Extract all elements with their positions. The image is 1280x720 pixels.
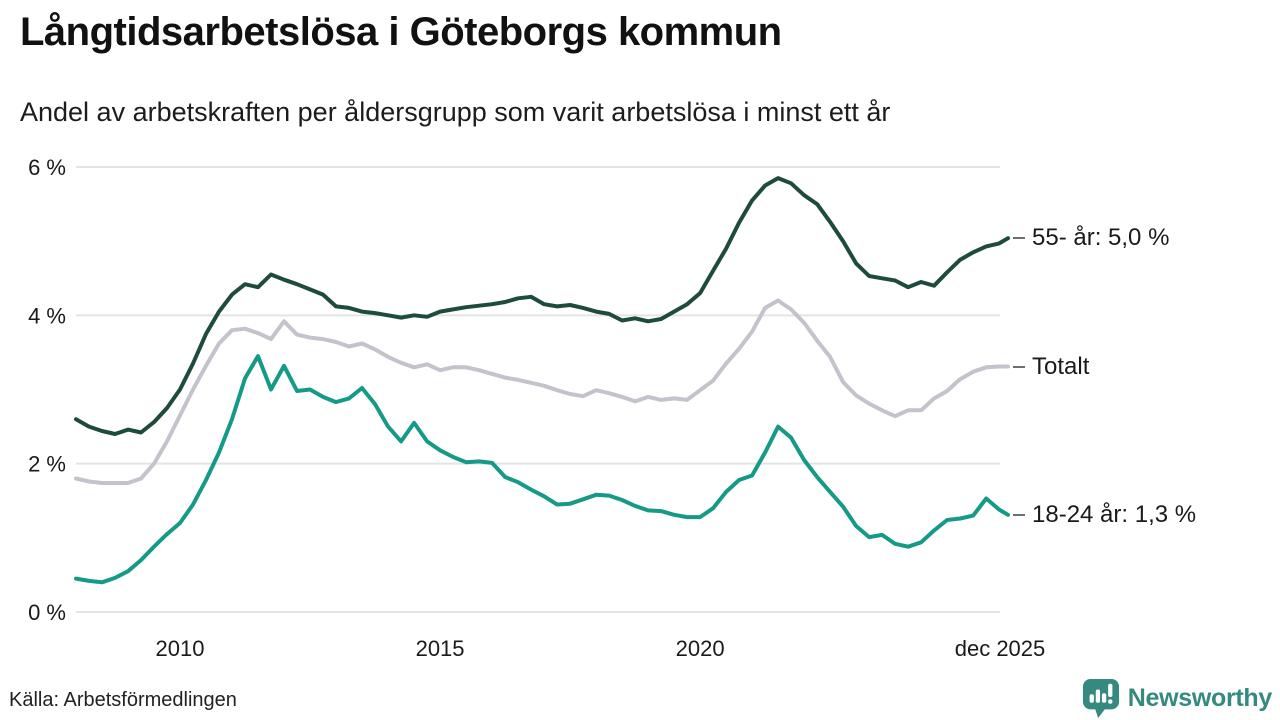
newsworthy-bubble-chart-icon — [1082, 679, 1119, 718]
edge-label-text: Totalt — [1032, 353, 1090, 380]
x-axis-tick-label: 2020 — [676, 636, 725, 661]
chart-line-18-24-r — [74, 354, 1010, 585]
x-axis-tick-label: 2015 — [416, 636, 465, 661]
y-axis-tick-label: 6 % — [28, 155, 66, 180]
edge-label-18-24-r: 18-24 år: 1,3 % — [1013, 500, 1196, 530]
edge-label-dash — [1013, 514, 1025, 516]
x-axis-tick-label: 2010 — [156, 636, 205, 661]
chart-line-55-r — [74, 176, 1010, 436]
newsworthy-logo-text: Newsworthy — [1127, 683, 1273, 712]
page-subtitle: Andel av arbetskraften per åldersgrupp s… — [20, 97, 891, 127]
y-axis-tick-label: 4 % — [28, 303, 66, 328]
edge-label-totalt: Totalt — [1013, 352, 1089, 382]
edge-label-55-r: 55- år: 5,0 % — [1013, 223, 1169, 253]
edge-label-dash — [1013, 237, 1025, 239]
chart-line-totalt — [74, 298, 1010, 485]
edge-label-dash — [1013, 366, 1025, 368]
source-note: Källa: Arbetsförmedlingen — [9, 689, 237, 711]
page-title: Långtidsarbetslösa i Göteborgs kommun — [20, 10, 782, 54]
x-axis-tick-label: dec 2025 — [955, 636, 1046, 661]
y-axis-tick-label: 2 % — [28, 452, 66, 477]
edge-label-text: 55- år: 5,0 % — [1032, 224, 1170, 251]
edge-label-text: 18-24 år: 1,3 % — [1032, 501, 1197, 528]
newsworthy-logo: Newsworthy — [1082, 678, 1272, 718]
y-axis-tick-label: 0 % — [28, 600, 66, 625]
